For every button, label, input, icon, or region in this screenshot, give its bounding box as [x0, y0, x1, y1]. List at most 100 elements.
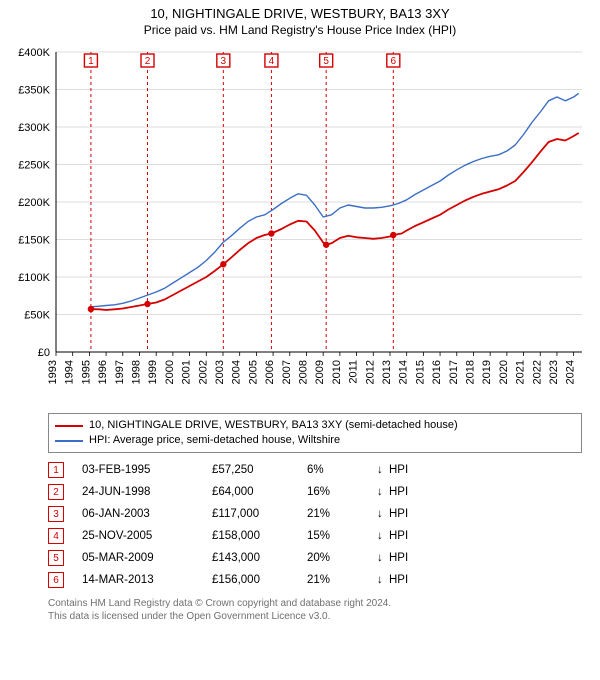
hpi-label: HPI [389, 464, 419, 476]
sale-price: £156,000 [212, 574, 307, 586]
svg-text:2007: 2007 [281, 360, 293, 384]
sale-marker-icon: 5 [48, 550, 64, 566]
svg-text:5: 5 [323, 56, 329, 67]
svg-text:1994: 1994 [64, 360, 76, 384]
svg-text:2024: 2024 [565, 360, 577, 384]
svg-text:1999: 1999 [147, 360, 159, 384]
sale-diff: 15% [307, 530, 377, 542]
svg-text:2009: 2009 [314, 360, 326, 384]
svg-text:2019: 2019 [481, 360, 493, 384]
svg-text:£300K: £300K [18, 122, 50, 134]
sales-row: 425-NOV-2005£158,00015%↓HPI [48, 525, 582, 547]
legend-item-hpi: HPI: Average price, semi-detached house,… [55, 433, 575, 448]
footer-line1: Contains HM Land Registry data © Crown c… [48, 597, 582, 610]
sale-price: £143,000 [212, 552, 307, 564]
svg-text:2017: 2017 [448, 360, 460, 384]
svg-text:2002: 2002 [197, 360, 209, 384]
sale-diff: 21% [307, 574, 377, 586]
svg-text:2016: 2016 [431, 360, 443, 384]
sale-marker-icon: 3 [48, 506, 64, 522]
sale-marker-icon: 1 [48, 462, 64, 478]
sale-date: 06-JAN-2003 [82, 508, 212, 520]
page-subtitle: Price paid vs. HM Land Registry's House … [8, 23, 592, 39]
svg-text:2006: 2006 [264, 360, 276, 384]
svg-text:2000: 2000 [164, 360, 176, 384]
sale-price: £64,000 [212, 486, 307, 498]
svg-text:3: 3 [221, 56, 227, 67]
footer-line2: This data is licensed under the Open Gov… [48, 610, 582, 623]
sale-date: 05-MAR-2009 [82, 552, 212, 564]
svg-text:1993: 1993 [47, 360, 59, 384]
svg-text:6: 6 [391, 56, 397, 67]
svg-text:2010: 2010 [331, 360, 343, 384]
svg-text:1996: 1996 [97, 360, 109, 384]
legend: 10, NIGHTINGALE DRIVE, WESTBURY, BA13 3X… [48, 413, 582, 453]
sale-marker-icon: 2 [48, 484, 64, 500]
legend-label-hpi: HPI: Average price, semi-detached house,… [89, 433, 340, 448]
hpi-label: HPI [389, 574, 419, 586]
sale-diff: 21% [307, 508, 377, 520]
svg-text:2: 2 [145, 56, 151, 67]
page-title: 10, NIGHTINGALE DRIVE, WESTBURY, BA13 3X… [8, 6, 592, 23]
hpi-label: HPI [389, 508, 419, 520]
svg-text:£400K: £400K [18, 47, 50, 59]
svg-text:1998: 1998 [130, 360, 142, 384]
svg-text:2003: 2003 [214, 360, 226, 384]
sale-date: 03-FEB-1995 [82, 464, 212, 476]
hpi-label: HPI [389, 552, 419, 564]
price-chart: £0 £50K £100K £150K £200K £250K £300K £350K £400… [8, 42, 592, 407]
svg-text:2001: 2001 [181, 360, 193, 384]
svg-text:2022: 2022 [531, 360, 543, 384]
footer-attribution: Contains HM Land Registry data © Crown c… [48, 597, 582, 623]
svg-text:£100K: £100K [18, 272, 50, 284]
hpi-label: HPI [389, 530, 419, 542]
svg-text:2012: 2012 [364, 360, 376, 384]
sales-row: 3 06-JAN-2003£117,00021%↓HPI [48, 503, 582, 525]
legend-item-property: 10, NIGHTINGALE DRIVE, WESTBURY, BA13 3X… [55, 418, 575, 433]
sale-price: £158,000 [212, 530, 307, 542]
down-arrow-icon: ↓ [377, 464, 389, 476]
down-arrow-icon: ↓ [377, 486, 389, 498]
svg-text:£350K: £350K [18, 85, 50, 97]
svg-text:£250K: £250K [18, 160, 50, 172]
sale-price: £57,250 [212, 464, 307, 476]
svg-text:1997: 1997 [114, 360, 126, 384]
svg-text:£0: £0 [38, 347, 50, 359]
svg-text:2008: 2008 [297, 360, 309, 384]
svg-text:£150K: £150K [18, 235, 50, 247]
svg-text:1995: 1995 [80, 360, 92, 384]
sale-marker-icon: 4 [48, 528, 64, 544]
svg-text:2015: 2015 [414, 360, 426, 384]
svg-text:2013: 2013 [381, 360, 393, 384]
svg-text:2023: 2023 [548, 360, 560, 384]
svg-text:2020: 2020 [498, 360, 510, 384]
svg-text:4: 4 [269, 56, 275, 67]
legend-swatch-hpi [55, 440, 83, 442]
svg-text:£200K: £200K [18, 197, 50, 209]
svg-text:2018: 2018 [464, 360, 476, 384]
down-arrow-icon: ↓ [377, 552, 389, 564]
svg-text:2004: 2004 [231, 360, 243, 384]
svg-text:£50K: £50K [24, 310, 50, 322]
sale-price: £117,000 [212, 508, 307, 520]
sales-row: 224-JUN-1998£64,00016%↓HPI [48, 481, 582, 503]
down-arrow-icon: ↓ [377, 508, 389, 520]
hpi-label: HPI [389, 486, 419, 498]
sale-diff: 6% [307, 464, 377, 476]
sales-row: 6 14-MAR-2013£156,00021%↓HPI [48, 569, 582, 591]
chart-svg: £0 £50K £100K £150K £200K £250K £300K £350K £400… [8, 42, 592, 402]
sales-table: 103-FEB-1995£57,2506%↓HPI224-JUN-1998£64… [48, 459, 582, 591]
sale-diff: 16% [307, 486, 377, 498]
svg-text:2014: 2014 [398, 360, 410, 384]
sale-diff: 20% [307, 552, 377, 564]
svg-text:2011: 2011 [348, 360, 360, 384]
legend-label-property: 10, NIGHTINGALE DRIVE, WESTBURY, BA13 3X… [89, 418, 458, 433]
svg-text:1: 1 [88, 56, 94, 67]
sales-row: 5 05-MAR-2009£143,00020%↓HPI [48, 547, 582, 569]
svg-text:2021: 2021 [515, 360, 527, 384]
down-arrow-icon: ↓ [377, 574, 389, 586]
legend-swatch-property [55, 425, 83, 427]
sale-marker-icon: 6 [48, 572, 64, 588]
sales-row: 1 03-FEB-1995£57,2506%↓HPI [48, 459, 582, 481]
sale-date: 14-MAR-2013 [82, 574, 212, 586]
